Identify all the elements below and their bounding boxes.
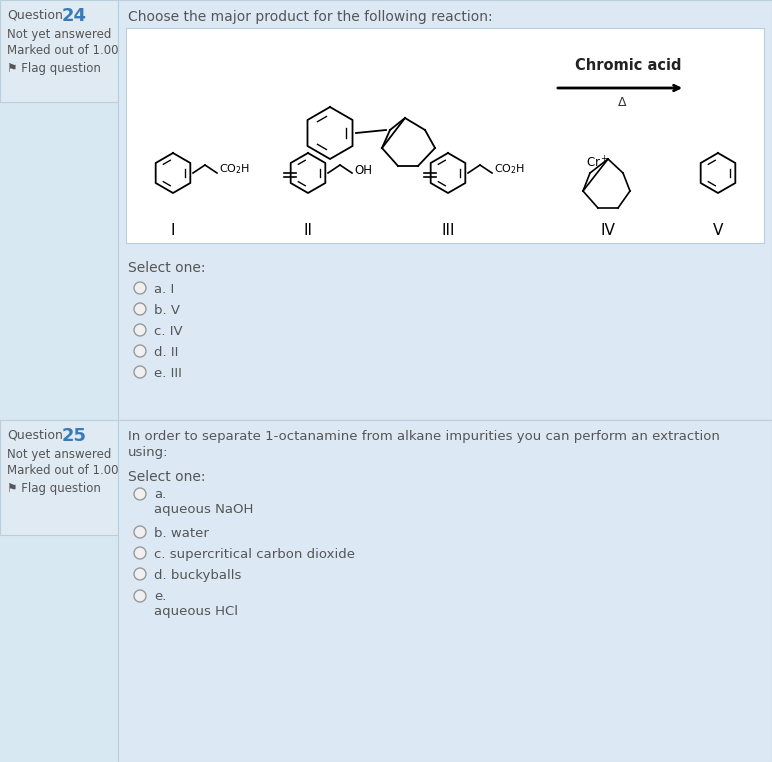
Text: aqueous HCl: aqueous HCl [154, 605, 238, 618]
Circle shape [134, 366, 146, 378]
Text: b. water: b. water [154, 527, 209, 540]
Circle shape [134, 568, 146, 580]
Circle shape [134, 282, 146, 294]
Text: Not yet answered: Not yet answered [7, 448, 111, 461]
Text: Question: Question [7, 428, 63, 441]
Text: Marked out of 1.00: Marked out of 1.00 [7, 464, 118, 477]
Text: OH: OH [354, 164, 372, 177]
Circle shape [134, 324, 146, 336]
Text: Chromic acid: Chromic acid [575, 58, 682, 73]
Text: b. V: b. V [154, 304, 180, 317]
Text: c. supercritical carbon dioxide: c. supercritical carbon dioxide [154, 548, 355, 561]
Text: e.: e. [154, 590, 167, 603]
Bar [118, 0, 772, 420]
Circle shape [134, 345, 146, 357]
Text: I: I [171, 223, 175, 238]
Text: Choose the major product for the following reaction:: Choose the major product for the followi… [128, 10, 493, 24]
Text: d. buckyballs: d. buckyballs [154, 569, 242, 582]
Text: III: III [442, 223, 455, 238]
Text: e. III: e. III [154, 367, 182, 380]
Circle shape [134, 526, 146, 538]
Text: 25: 25 [62, 427, 87, 445]
Bar [118, 420, 772, 762]
Circle shape [134, 488, 146, 500]
Text: CO$_2$H: CO$_2$H [494, 162, 525, 176]
Text: ⚑ Flag question: ⚑ Flag question [7, 482, 101, 495]
Text: Marked out of 1.00: Marked out of 1.00 [7, 44, 118, 57]
Bar [0, 420, 118, 535]
Text: c. IV: c. IV [154, 325, 183, 338]
Text: Not yet answered: Not yet answered [7, 28, 111, 41]
Text: a. I: a. I [154, 283, 174, 296]
Text: ⚑ Flag question: ⚑ Flag question [7, 62, 101, 75]
Text: IV: IV [601, 223, 615, 238]
Bar [0, 0, 118, 102]
Text: In order to separate 1-octanamine from alkane impurities you can perform an extr: In order to separate 1-octanamine from a… [128, 430, 720, 443]
Text: using:: using: [128, 446, 168, 459]
Text: aqueous NaOH: aqueous NaOH [154, 503, 253, 516]
Text: II: II [303, 223, 313, 238]
Circle shape [134, 547, 146, 559]
Text: Select one:: Select one: [128, 470, 205, 484]
Circle shape [134, 590, 146, 602]
Text: V: V [713, 223, 723, 238]
Bar [126, 28, 764, 243]
Circle shape [134, 303, 146, 315]
Text: 24: 24 [62, 7, 87, 25]
Text: Δ: Δ [618, 96, 627, 109]
Text: Cr$^+$: Cr$^+$ [586, 155, 609, 170]
Text: Select one:: Select one: [128, 261, 205, 275]
Text: a.: a. [154, 488, 166, 501]
Text: d. II: d. II [154, 346, 178, 359]
Text: Question: Question [7, 8, 63, 21]
Text: CO$_2$H: CO$_2$H [219, 162, 250, 176]
